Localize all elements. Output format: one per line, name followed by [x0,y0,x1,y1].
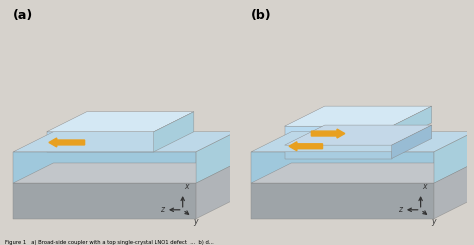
Text: y: y [194,217,198,226]
FancyArrow shape [311,129,345,138]
Polygon shape [251,152,434,183]
Polygon shape [251,183,434,219]
Polygon shape [434,163,474,219]
Polygon shape [13,132,236,152]
Polygon shape [284,125,432,145]
Polygon shape [434,132,474,183]
Text: x: x [184,182,188,191]
Polygon shape [284,145,392,159]
Polygon shape [392,125,432,159]
Polygon shape [154,112,194,152]
Text: Figure 1   a) Broad-side coupler with a top single-crystal LNO1 defect  ...  b) : Figure 1 a) Broad-side coupler with a to… [5,240,213,245]
FancyArrow shape [49,138,84,147]
Polygon shape [13,152,196,183]
Polygon shape [284,106,432,126]
Polygon shape [13,163,236,183]
Polygon shape [392,106,432,143]
Text: y: y [432,217,436,226]
Polygon shape [251,163,474,183]
Text: (b): (b) [251,9,272,22]
Polygon shape [47,132,154,152]
Polygon shape [251,132,474,152]
Text: (a): (a) [13,9,34,22]
Polygon shape [284,126,392,143]
Polygon shape [13,183,196,219]
Polygon shape [196,132,236,183]
Polygon shape [196,163,236,219]
FancyArrow shape [289,142,322,151]
Text: x: x [422,182,426,191]
Polygon shape [47,112,194,132]
Text: z: z [160,205,164,214]
Text: z: z [398,205,401,214]
